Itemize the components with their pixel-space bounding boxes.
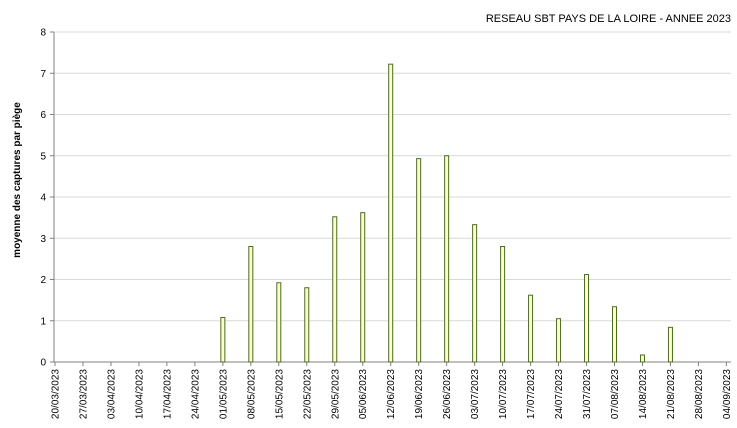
x-tick-label: 20/03/2023 xyxy=(51,369,62,419)
bars xyxy=(220,63,673,363)
x-tick-label: 15/05/2023 xyxy=(274,369,285,419)
x-tick-labels: 20/03/2023 27/03/2023 03/04/2023 10/04/2023… xyxy=(51,369,733,419)
x-tick-label: 21/08/2023 xyxy=(666,369,677,419)
x-tick-label: 10/04/2023 xyxy=(134,369,145,419)
y-tick-labels: 0 1 2 3 4 5 6 7 8 xyxy=(40,28,46,369)
x-tick-label: 31/07/2023 xyxy=(582,369,593,419)
bar xyxy=(444,155,450,363)
x-tick-label: 19/06/2023 xyxy=(414,369,425,419)
x-tick-label: 29/05/2023 xyxy=(330,369,341,419)
y-tick-label: 1 xyxy=(40,316,46,327)
x-tick-label: 22/05/2023 xyxy=(302,369,313,419)
y-tick-label: 6 xyxy=(40,110,46,121)
y-tick-label: 8 xyxy=(40,28,46,39)
y-tick-label: 3 xyxy=(40,234,46,245)
bar xyxy=(416,158,422,363)
x-tick-label: 17/07/2023 xyxy=(526,369,537,419)
axes xyxy=(50,31,731,366)
bar xyxy=(360,212,366,363)
bar xyxy=(472,224,478,363)
x-tick-label: 10/07/2023 xyxy=(498,369,509,419)
bar xyxy=(556,318,562,363)
x-tick-label: 27/03/2023 xyxy=(78,369,89,419)
x-tick-label: 07/08/2023 xyxy=(610,369,621,419)
y-tick-label: 5 xyxy=(40,151,46,162)
x-tick-label: 28/08/2023 xyxy=(694,369,705,419)
bar xyxy=(584,274,590,363)
x-tick-label: 03/07/2023 xyxy=(470,369,481,419)
bar xyxy=(248,246,254,363)
x-tick-label: 24/04/2023 xyxy=(190,369,201,419)
bar xyxy=(332,216,338,363)
bar xyxy=(612,306,618,363)
x-tick-label: 14/08/2023 xyxy=(638,369,649,419)
x-tick-label: 01/05/2023 xyxy=(218,369,229,419)
bar xyxy=(639,354,645,363)
y-tick-label: 2 xyxy=(40,275,46,286)
x-tick-label: 26/06/2023 xyxy=(442,369,453,419)
x-tick-label: 17/04/2023 xyxy=(162,369,173,419)
y-tick-label: 7 xyxy=(40,69,46,80)
chart-title: RESEAU SBT PAYS DE LA LOIRE - ANNEE 2023 xyxy=(486,13,731,25)
bar xyxy=(276,282,282,363)
y-tick-label: 0 xyxy=(40,358,46,369)
x-tick-label: 04/09/2023 xyxy=(722,369,733,419)
y-axis-label: moyenne des captures par piège xyxy=(12,102,23,258)
x-tick-label: 05/06/2023 xyxy=(358,369,369,419)
bar xyxy=(667,326,673,363)
x-tick-label: 24/07/2023 xyxy=(554,369,565,419)
bar xyxy=(220,316,226,363)
x-tick-label: 12/06/2023 xyxy=(386,369,397,419)
bar xyxy=(528,294,534,363)
bar xyxy=(388,63,394,363)
x-tick-label: 03/04/2023 xyxy=(106,369,117,419)
bar xyxy=(304,287,310,363)
x-tick-label: 08/05/2023 xyxy=(246,369,257,419)
bar xyxy=(500,246,506,363)
y-tick-label: 4 xyxy=(40,193,46,204)
